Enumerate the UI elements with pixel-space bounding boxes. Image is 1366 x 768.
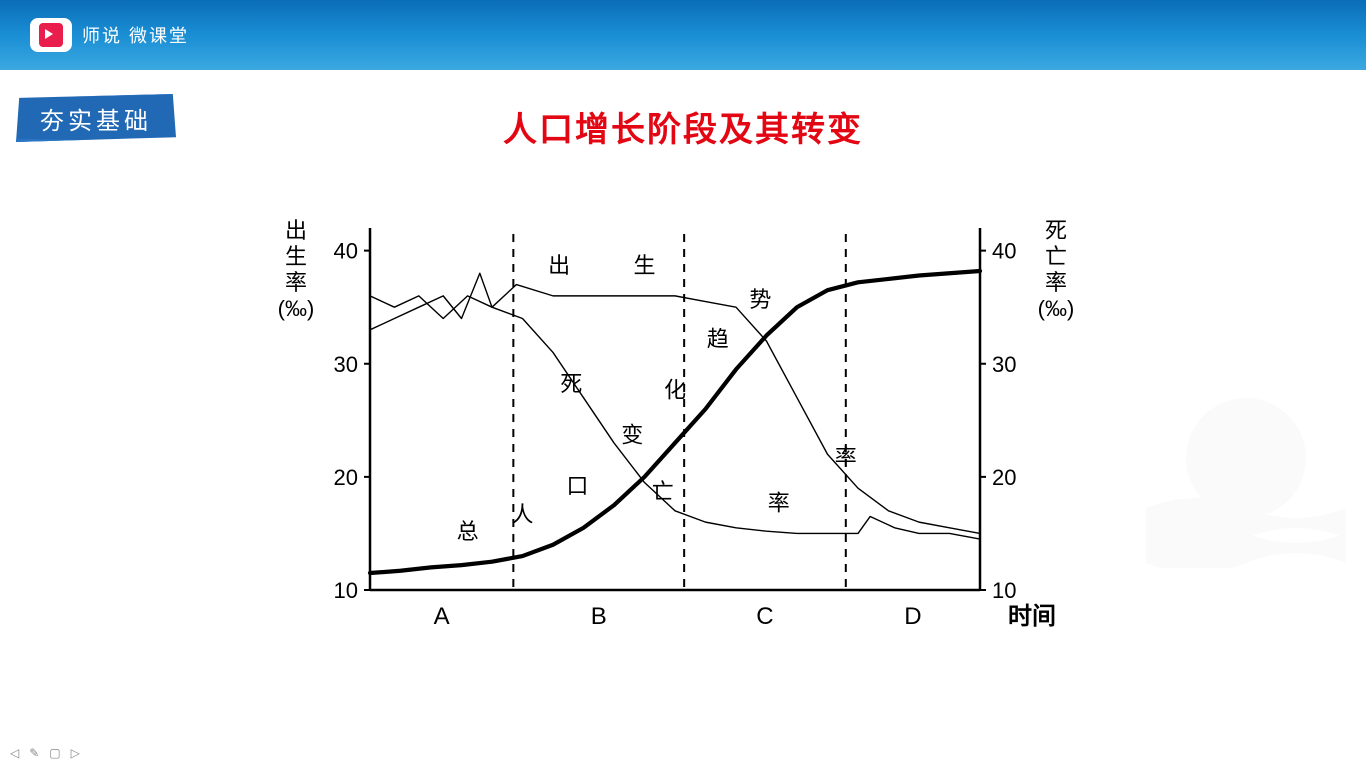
svg-text:出: 出 bbox=[285, 218, 307, 243]
svg-text:生: 生 bbox=[285, 244, 307, 269]
svg-text:口: 口 bbox=[566, 474, 588, 499]
svg-text:A: A bbox=[434, 603, 450, 630]
watermark-logo bbox=[1136, 388, 1356, 568]
svg-text:势: 势 bbox=[749, 287, 771, 312]
svg-text:出: 出 bbox=[548, 253, 570, 278]
svg-text:10: 10 bbox=[334, 578, 358, 603]
play-heart-icon bbox=[39, 23, 63, 47]
nav-edit-icon[interactable]: ✎ bbox=[29, 746, 39, 760]
slide-nav-controls: ◁ ✎ ▢ ▷ bbox=[10, 746, 80, 760]
svg-text:率: 率 bbox=[835, 445, 857, 470]
svg-text:C: C bbox=[756, 603, 773, 630]
svg-text:人: 人 bbox=[511, 502, 533, 527]
svg-text:20: 20 bbox=[334, 465, 358, 490]
svg-text:变: 变 bbox=[621, 423, 643, 448]
svg-text:时间: 时间 bbox=[1008, 603, 1056, 630]
svg-text:趋: 趋 bbox=[707, 326, 729, 351]
nav-stop-icon[interactable]: ▢ bbox=[49, 746, 60, 760]
nav-prev-icon[interactable]: ◁ bbox=[10, 746, 19, 760]
svg-text:亡: 亡 bbox=[1045, 244, 1067, 269]
svg-text:D: D bbox=[904, 603, 921, 630]
svg-text:(‰): (‰) bbox=[278, 296, 315, 321]
svg-text:10: 10 bbox=[992, 578, 1016, 603]
svg-text:(‰): (‰) bbox=[1038, 296, 1075, 321]
svg-text:亡: 亡 bbox=[652, 479, 674, 504]
chart-svg: 1010202030304040出生率(‰)死亡率(‰)ABCD时间总人口变化趋… bbox=[260, 210, 1090, 640]
svg-text:20: 20 bbox=[992, 465, 1016, 490]
svg-text:死: 死 bbox=[560, 372, 582, 397]
svg-text:40: 40 bbox=[992, 239, 1016, 264]
svg-text:率: 率 bbox=[285, 270, 307, 295]
svg-text:率: 率 bbox=[768, 490, 790, 515]
svg-text:B: B bbox=[591, 603, 607, 630]
page-title: 人口增长阶段及其转变 bbox=[0, 102, 1366, 151]
brand-text: 师说 微课堂 bbox=[82, 22, 189, 48]
logo bbox=[30, 18, 72, 52]
svg-text:化: 化 bbox=[664, 377, 686, 402]
svg-text:死: 死 bbox=[1045, 218, 1067, 243]
svg-text:30: 30 bbox=[334, 352, 358, 377]
svg-text:生: 生 bbox=[633, 253, 655, 278]
svg-text:总: 总 bbox=[457, 519, 479, 544]
nav-next-icon[interactable]: ▷ bbox=[71, 746, 80, 760]
svg-text:40: 40 bbox=[334, 239, 358, 264]
header-banner: 师说 微课堂 bbox=[0, 0, 1366, 70]
svg-text:30: 30 bbox=[992, 352, 1016, 377]
population-transition-chart: 1010202030304040出生率(‰)死亡率(‰)ABCD时间总人口变化趋… bbox=[260, 210, 1090, 640]
svg-text:率: 率 bbox=[1045, 270, 1067, 295]
